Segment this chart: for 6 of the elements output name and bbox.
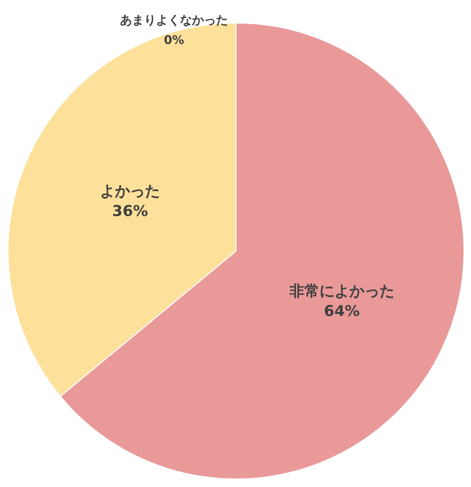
text: 0% xyxy=(164,33,184,47)
slice-label: 非常によかった xyxy=(288,282,394,300)
category-label: あまりよくなかった xyxy=(120,13,228,27)
slice-label: よかった xyxy=(100,182,160,200)
data-label: 36% xyxy=(112,202,148,220)
data-label: 64% xyxy=(324,302,360,320)
